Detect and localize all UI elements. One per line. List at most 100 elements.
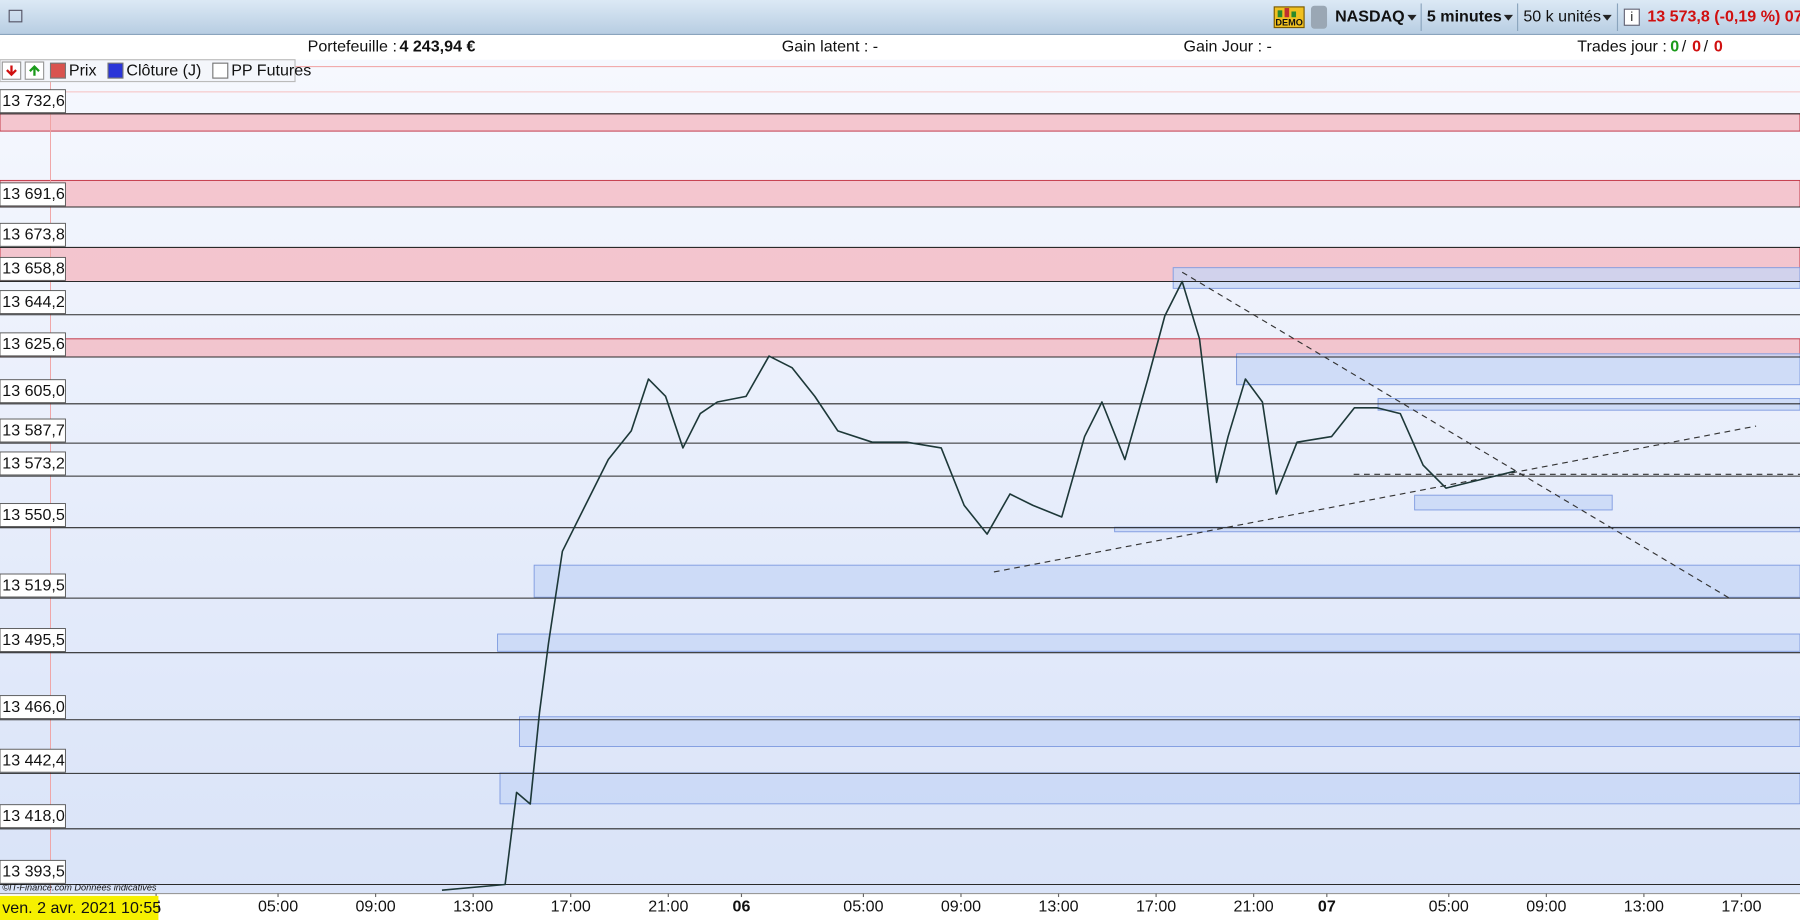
x-tick-label: 21:00 bbox=[648, 898, 688, 916]
x-tick-label: 17:00 bbox=[1721, 898, 1761, 916]
y-tick-box bbox=[0, 332, 66, 357]
y-tick-label: 13 550,5 bbox=[2, 506, 65, 524]
price-zone bbox=[497, 633, 1800, 652]
info-icon[interactable] bbox=[1623, 8, 1640, 26]
y-tick-box bbox=[0, 418, 66, 443]
legend-label: PP Futures bbox=[231, 61, 311, 79]
buy-arrow bbox=[29, 64, 40, 76]
portfolio-label: Portefeuille : bbox=[308, 37, 397, 55]
y-tick-label: 13 625,6 bbox=[2, 335, 65, 353]
trades-count: 0 bbox=[1692, 37, 1701, 55]
x-tick-label: 06 bbox=[733, 898, 751, 916]
x-axis: 505:0009:0013:0017:0021:000605:0009:0013… bbox=[152, 893, 1762, 916]
y-tick-box bbox=[0, 379, 66, 404]
dropdown-caret bbox=[1602, 14, 1612, 21]
y-tick-box bbox=[0, 256, 66, 281]
y-tick-box bbox=[0, 182, 66, 207]
cursor-label-bg bbox=[0, 895, 159, 920]
x-tick-label: 05:00 bbox=[258, 898, 298, 916]
x-tick-label: 21:00 bbox=[1234, 898, 1274, 916]
demo-badge: DEMO bbox=[1273, 6, 1305, 29]
price-zone bbox=[1377, 398, 1800, 411]
legend-swatch bbox=[49, 62, 67, 79]
legend-label: Clôture (J) bbox=[126, 61, 201, 79]
y-tick-label: 13 691,6 bbox=[2, 185, 65, 203]
y-tick-box bbox=[0, 859, 66, 884]
price-zone bbox=[0, 113, 1800, 132]
units-selector[interactable]: 50 k unités bbox=[1523, 7, 1601, 25]
y-tick-box bbox=[0, 573, 66, 598]
day-gain: Gain Jour : - bbox=[1184, 37, 1272, 55]
x-tick-label: 17:00 bbox=[1136, 898, 1176, 916]
x-tick-label: 17:00 bbox=[551, 898, 591, 916]
trades-label: Trades jour : bbox=[1577, 37, 1667, 55]
y-tick-box bbox=[0, 89, 66, 114]
x-tick-label: 05:00 bbox=[843, 898, 883, 916]
price-zone bbox=[1414, 494, 1613, 511]
x-tick-label: 09:00 bbox=[356, 898, 396, 916]
y-tick-label: 13 495,5 bbox=[2, 631, 65, 649]
y-tick-label: 13 587,7 bbox=[2, 421, 65, 439]
price-zone bbox=[0, 179, 1800, 208]
legend-label: Prix bbox=[69, 61, 97, 79]
instrument-selector[interactable]: NASDAQ bbox=[1335, 7, 1405, 25]
price-zone bbox=[499, 772, 1800, 805]
legend-swatch bbox=[107, 62, 124, 79]
trades-count: 0 bbox=[1670, 37, 1679, 55]
x-tick-label: 09:00 bbox=[941, 898, 981, 916]
portfolio-value: 4 243,94 € bbox=[399, 37, 475, 55]
y-tick-label: 13 466,0 bbox=[2, 698, 65, 716]
legend: Prix Clôture (J) PP Futures bbox=[0, 59, 311, 83]
toolbar bbox=[0, 0, 1800, 35]
info-icon-glyph: i bbox=[1630, 10, 1633, 24]
cursor-date-label: ven. 2 avr. 2021 10:55 bbox=[2, 899, 161, 917]
trendline bbox=[1181, 271, 1731, 599]
y-tick-box bbox=[0, 695, 66, 720]
mode-icon[interactable] bbox=[1310, 5, 1328, 29]
dropdown-caret bbox=[1407, 14, 1417, 21]
timeframe-selector[interactable]: 5 minutes bbox=[1427, 7, 1502, 25]
trades-count: 0 bbox=[1714, 37, 1723, 55]
y-tick-box bbox=[0, 222, 66, 247]
trades-separator: / bbox=[1682, 37, 1687, 55]
y-tick-label: 13 673,8 bbox=[2, 226, 65, 244]
y-tick-box bbox=[0, 290, 66, 315]
unrealized-gain: Gain latent : - bbox=[782, 37, 878, 55]
price-line bbox=[441, 280, 1516, 891]
x-axis-bar bbox=[0, 893, 1800, 920]
x-tick-label: 07 bbox=[1318, 898, 1336, 916]
y-tick-box bbox=[0, 748, 66, 773]
y-tick-label: 13 732,6 bbox=[2, 92, 65, 110]
sell-arrow bbox=[6, 65, 17, 77]
source-note: ©IT-Finance.com Données indicatives bbox=[2, 882, 157, 892]
x-tick-label: 13:00 bbox=[453, 898, 493, 916]
quote: 13 573,8 (-0,19 %) 07: bbox=[1647, 7, 1800, 25]
x-tick-label: 13:00 bbox=[1624, 898, 1664, 916]
y-tick-label: 13 658,8 bbox=[2, 260, 65, 278]
dropdown-caret bbox=[1503, 14, 1514, 21]
x-tick-label: 05:00 bbox=[1429, 898, 1469, 916]
price-zone bbox=[1172, 267, 1800, 289]
y-tick-box bbox=[0, 451, 66, 476]
demo-label: DEMO bbox=[1275, 17, 1303, 27]
y-tick-label: 13 393,5 bbox=[2, 863, 65, 881]
y-tick-label: 13 418,0 bbox=[2, 807, 65, 825]
y-tick-label: 13 442,4 bbox=[2, 752, 65, 770]
y-tick-box bbox=[0, 628, 66, 652]
price-zone bbox=[519, 716, 1800, 747]
x-tick-label: 09:00 bbox=[1526, 898, 1566, 916]
y-tick-label: 13 605,0 bbox=[2, 382, 65, 400]
info-bar bbox=[0, 35, 1800, 60]
price-zone bbox=[1236, 353, 1800, 386]
trades-separator: / bbox=[1704, 37, 1709, 55]
trendline bbox=[993, 425, 1757, 573]
plot-layer: 13 732,6 13 691,6 13 673,8 13 658,8 13 644,2… bbox=[0, 59, 1800, 894]
y-tick-label: 13 573,2 bbox=[2, 454, 65, 472]
y-tick-box bbox=[0, 804, 66, 829]
window-icon[interactable] bbox=[8, 9, 23, 23]
x-tick-label: 13:00 bbox=[1038, 898, 1078, 916]
y-tick-box bbox=[0, 503, 66, 527]
legend-swatch bbox=[212, 62, 229, 79]
